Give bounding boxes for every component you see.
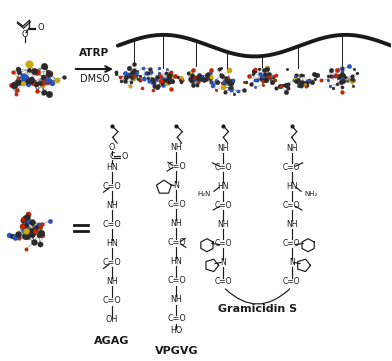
Text: OH: OH bbox=[106, 316, 118, 325]
Text: C=O: C=O bbox=[283, 239, 300, 248]
Text: NH: NH bbox=[106, 201, 118, 210]
Text: C=O: C=O bbox=[283, 163, 300, 172]
Text: HN: HN bbox=[106, 163, 118, 172]
Text: DMSO: DMSO bbox=[80, 74, 109, 84]
Text: NH₂: NH₂ bbox=[304, 191, 318, 197]
Text: AGAG: AGAG bbox=[94, 336, 130, 346]
Text: C: C bbox=[109, 152, 115, 161]
Text: C=O: C=O bbox=[283, 201, 300, 210]
Text: HN: HN bbox=[218, 182, 229, 191]
Text: HO: HO bbox=[171, 326, 183, 335]
Text: O: O bbox=[21, 30, 28, 39]
Text: O: O bbox=[109, 143, 115, 152]
Text: N: N bbox=[220, 258, 226, 267]
Text: HN: HN bbox=[106, 239, 118, 248]
Text: C=O: C=O bbox=[167, 276, 186, 285]
Text: C=O: C=O bbox=[167, 200, 186, 209]
Text: C=O: C=O bbox=[214, 163, 232, 172]
Text: C=O: C=O bbox=[214, 277, 232, 286]
Text: O: O bbox=[122, 152, 128, 161]
Text: HN: HN bbox=[286, 182, 298, 191]
Text: C=O: C=O bbox=[103, 220, 122, 229]
Text: NH: NH bbox=[171, 295, 182, 304]
Text: C=O: C=O bbox=[283, 277, 300, 286]
Text: C=O: C=O bbox=[103, 296, 122, 305]
Text: NH: NH bbox=[218, 144, 229, 153]
Text: N: N bbox=[174, 181, 180, 190]
Text: C=O: C=O bbox=[103, 258, 122, 267]
Text: VPGVG: VPGVG bbox=[155, 346, 198, 356]
Text: NH: NH bbox=[218, 220, 229, 229]
Text: C=O: C=O bbox=[214, 239, 232, 248]
Text: HN: HN bbox=[171, 257, 182, 266]
Text: C=O: C=O bbox=[167, 162, 186, 171]
Text: C=O: C=O bbox=[167, 314, 186, 323]
Text: C=O: C=O bbox=[103, 182, 122, 191]
Text: NH: NH bbox=[106, 277, 118, 286]
Text: NH: NH bbox=[286, 144, 298, 153]
Text: ATRP: ATRP bbox=[79, 48, 109, 58]
Text: NH: NH bbox=[171, 219, 182, 228]
Text: N: N bbox=[289, 258, 294, 267]
Text: NH: NH bbox=[171, 143, 182, 152]
Text: Gramicidin S: Gramicidin S bbox=[218, 304, 297, 313]
Text: C=O: C=O bbox=[214, 201, 232, 210]
Text: C=O: C=O bbox=[167, 238, 186, 247]
Text: H₂N: H₂N bbox=[198, 191, 211, 197]
Text: NH: NH bbox=[286, 220, 298, 229]
Text: O: O bbox=[37, 23, 44, 32]
